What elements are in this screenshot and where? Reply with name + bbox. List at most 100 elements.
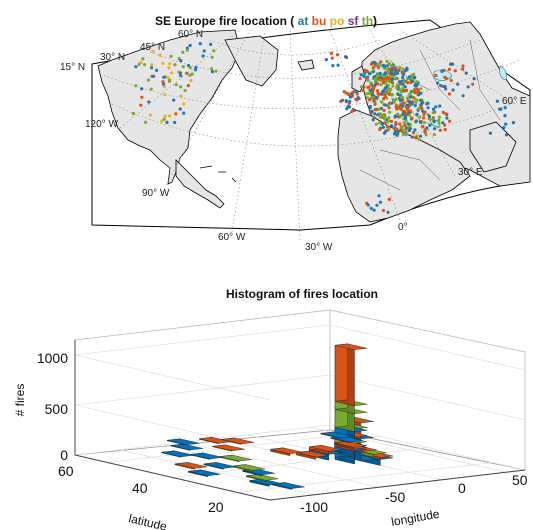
- fire-point: [441, 110, 445, 114]
- bar-top: [246, 474, 279, 481]
- bar-top: [272, 482, 305, 489]
- fire-point: [344, 100, 348, 104]
- grid-label-120w: 120° W: [85, 119, 118, 130]
- fire-point: [425, 126, 429, 130]
- fire-point: [389, 71, 393, 75]
- fire-point: [198, 42, 202, 46]
- fire-point: [413, 83, 417, 87]
- grid-label-60e: 60° E: [502, 96, 527, 107]
- fire-point: [385, 64, 390, 68]
- fire-point: [182, 111, 186, 115]
- fire-point: [161, 80, 165, 84]
- fire-point: [398, 88, 402, 92]
- fire-point: [411, 79, 415, 83]
- map-title: SE Europe fire location ( at bu po sf th…: [155, 14, 377, 28]
- grid-label-30w: 30° W: [305, 242, 333, 253]
- fire-point: [419, 120, 423, 125]
- fire-point: [400, 104, 404, 108]
- fire-point: [406, 122, 410, 126]
- fire-point: [355, 98, 359, 102]
- fire-point: [387, 87, 391, 91]
- fire-point: [214, 69, 218, 73]
- grid-label-30e: 30° E: [458, 167, 483, 178]
- fire-point: [147, 100, 151, 104]
- fire-point: [406, 108, 410, 112]
- fire-point: [185, 71, 189, 75]
- fire-point: [413, 91, 417, 95]
- fire-point: [188, 43, 192, 48]
- graticule: [99, 29, 521, 241]
- y-tick-40: 40: [132, 480, 148, 496]
- fire-point: [431, 111, 435, 115]
- fire-point: [390, 64, 394, 68]
- fire-point: [376, 77, 380, 81]
- fire-points: [131, 42, 515, 214]
- fire-point: [139, 103, 143, 107]
- fire-point: [428, 117, 432, 121]
- fire-point: [414, 97, 418, 101]
- fire-point: [201, 54, 205, 58]
- fire-point: [398, 66, 402, 70]
- fire-point: [511, 121, 515, 125]
- fire-point: [376, 113, 380, 117]
- grid-label-90w: 90° W: [142, 188, 170, 199]
- fire-point: [381, 208, 385, 213]
- legend-bu: bu: [312, 14, 327, 28]
- fire-point: [407, 113, 412, 117]
- bar-top: [199, 437, 232, 444]
- fire-point: [488, 131, 492, 135]
- fire-point: [350, 109, 354, 113]
- fire-point: [379, 106, 383, 111]
- fire-point: [408, 92, 412, 96]
- fire-point: [379, 60, 383, 64]
- fire-point: [371, 118, 375, 122]
- fire-point: [162, 75, 166, 79]
- fire-point: [464, 71, 468, 75]
- land-greenland: [224, 35, 279, 87]
- fire-point: [377, 107, 381, 111]
- z-tick-1000: 1000: [37, 350, 68, 366]
- fire-point: [335, 53, 340, 57]
- fire-point: [374, 122, 378, 126]
- fire-point: [374, 78, 378, 82]
- bar-top: [270, 447, 303, 455]
- fire-point: [210, 55, 214, 59]
- fire-point: [371, 93, 375, 97]
- fire-point: [431, 107, 436, 111]
- fire-point: [362, 85, 366, 89]
- fire-point: [365, 201, 369, 205]
- fire-point: [402, 80, 406, 84]
- fire-point: [372, 61, 376, 65]
- fire-point: [447, 92, 452, 96]
- fire-point: [437, 115, 441, 119]
- fire-point: [178, 107, 182, 111]
- fire-point: [348, 99, 352, 103]
- fire-point: [210, 67, 214, 71]
- legend-th: th: [362, 14, 373, 28]
- fire-point: [381, 63, 386, 67]
- fire-point: [401, 112, 405, 116]
- fire-point: [383, 72, 387, 76]
- fire-point: [131, 111, 135, 116]
- fire-point: [324, 58, 328, 62]
- fire-point: [345, 107, 349, 111]
- fire-point: [155, 68, 159, 72]
- fire-point: [168, 114, 172, 118]
- fire-point: [183, 88, 187, 93]
- fire-point: [366, 78, 370, 82]
- fire-point: [421, 109, 425, 113]
- fire-point: [414, 100, 418, 104]
- fire-point: [419, 91, 423, 95]
- grid-line: [237, 462, 493, 493]
- fire-point: [375, 74, 379, 78]
- fire-point: [373, 102, 377, 106]
- bar-top: [219, 454, 252, 462]
- land-caribbean: [199, 165, 237, 183]
- fire-point: [437, 121, 441, 125]
- grid-label-60n: 60° N: [178, 29, 203, 40]
- fire-point: [401, 75, 405, 80]
- fire-point: [440, 69, 444, 73]
- fire-point: [391, 81, 395, 85]
- fire-point: [173, 120, 177, 125]
- fire-point: [441, 121, 445, 125]
